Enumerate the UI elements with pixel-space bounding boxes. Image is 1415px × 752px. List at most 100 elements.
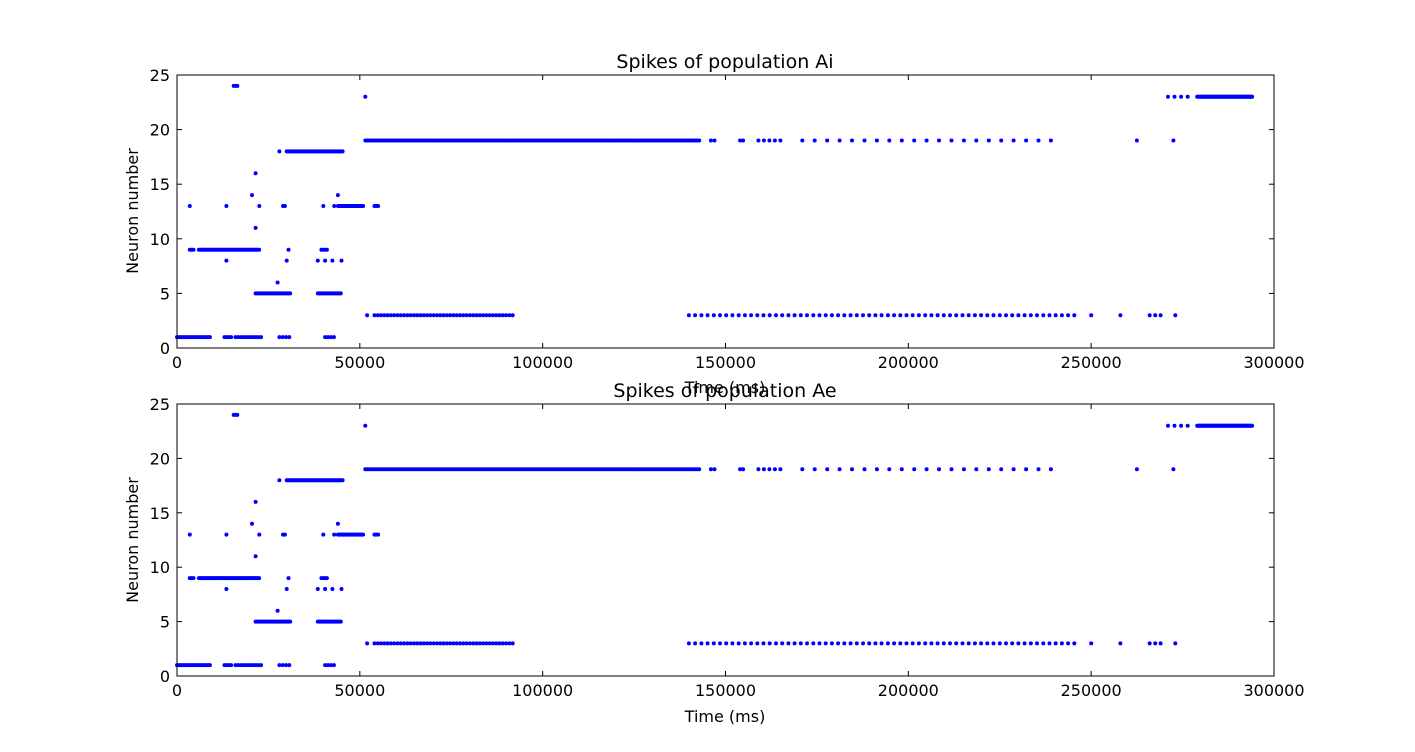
spike-point: [405, 641, 410, 646]
spike-point: [885, 641, 890, 646]
spike-point: [451, 313, 456, 318]
spike-point: [972, 641, 977, 646]
spike-point: [277, 335, 282, 340]
y-tick-label: 20: [150, 121, 170, 140]
spike-point: [1036, 138, 1041, 143]
spike-point: [497, 313, 502, 318]
spike-point: [395, 641, 400, 646]
spike-point: [224, 258, 229, 263]
spike-point: [376, 204, 381, 208]
spike-point: [375, 641, 380, 646]
spike-point: [494, 313, 499, 318]
spike-point: [850, 138, 854, 143]
spike-point: [848, 313, 853, 318]
spike-point: [481, 641, 486, 646]
spike-point: [829, 313, 834, 318]
spike-point: [708, 138, 713, 143]
spike-point: [1179, 423, 1184, 428]
spike-point: [974, 467, 979, 472]
spike-point: [899, 467, 904, 472]
spike-point: [1171, 467, 1176, 472]
spike-point: [408, 641, 413, 646]
spike-point: [755, 313, 760, 318]
spike-point: [749, 641, 754, 646]
spike-points: [175, 412, 1255, 668]
spike-point: [1059, 641, 1064, 646]
spike-point: [825, 138, 830, 143]
spike-point: [999, 467, 1004, 472]
spike-point: [885, 313, 890, 318]
spike-point: [421, 313, 426, 318]
spike-point: [1016, 313, 1021, 318]
spike-point: [697, 138, 702, 143]
spike-point: [825, 467, 830, 472]
spike-point: [1072, 641, 1077, 646]
spike-point: [730, 313, 735, 318]
y-tick-label: 15: [150, 175, 170, 194]
spike-point: [836, 641, 841, 646]
x-tick-label: 100000: [512, 681, 573, 700]
spike-point: [1153, 641, 1158, 646]
spike-point: [805, 313, 809, 318]
spike-point: [924, 467, 929, 472]
spike-point: [1179, 94, 1184, 99]
spike-point: [339, 587, 344, 591]
spike-point: [693, 313, 698, 318]
y-tick-label: 10: [150, 230, 170, 249]
spike-point: [961, 467, 966, 472]
spike-point: [929, 313, 934, 318]
spike-point: [365, 641, 370, 646]
spike-point: [500, 641, 505, 646]
spike-point: [724, 641, 729, 646]
spike-point: [253, 225, 258, 230]
y-ticks: 0 5 10 15 20 25: [150, 66, 1274, 358]
plot-title: Spikes of population Ae: [613, 380, 836, 402]
spike-point: [711, 641, 716, 646]
y-tick-label: 20: [150, 449, 170, 468]
spike-point: [339, 258, 344, 263]
spike-point: [986, 467, 991, 472]
spike-point: [1010, 313, 1015, 318]
spike-point: [1147, 313, 1152, 318]
spike-point: [287, 335, 292, 340]
spike-point: [718, 313, 722, 318]
spike-point: [1035, 641, 1039, 646]
y-axis-label: Neuron number: [123, 148, 142, 274]
spike-point: [1173, 313, 1178, 318]
spike-point: [467, 313, 472, 318]
spike-point: [395, 313, 400, 318]
spike-point: [985, 641, 990, 646]
spike-point: [504, 313, 509, 318]
spike-point: [372, 313, 377, 318]
spike-point: [408, 313, 413, 318]
spike-point: [979, 641, 984, 646]
spike-point: [187, 204, 192, 208]
spike-point: [892, 641, 897, 646]
spike-point: [1035, 313, 1039, 318]
spike-point: [1118, 641, 1123, 646]
spike-point: [741, 138, 746, 143]
spike-point: [817, 641, 822, 646]
spike-point: [332, 204, 337, 208]
spike-point: [330, 258, 335, 263]
spike-point: [837, 467, 842, 472]
spike-point: [738, 467, 743, 472]
spike-point: [282, 204, 287, 208]
spike-point: [974, 138, 979, 143]
spike-point: [425, 313, 430, 318]
spike-point: [800, 138, 805, 143]
spike-point: [755, 641, 760, 646]
spike-point: [986, 138, 991, 143]
spike-point: [798, 641, 803, 646]
spike-point: [873, 641, 878, 646]
spike-point: [937, 467, 941, 472]
spike-point: [774, 313, 778, 318]
spike-point: [286, 247, 291, 252]
spike-point: [235, 83, 240, 88]
spike-point: [949, 467, 954, 472]
spike-point: [451, 641, 456, 646]
spike-point: [331, 663, 336, 668]
spike-point: [428, 641, 433, 646]
spike-point: [1158, 641, 1163, 646]
spike-point: [412, 641, 416, 646]
